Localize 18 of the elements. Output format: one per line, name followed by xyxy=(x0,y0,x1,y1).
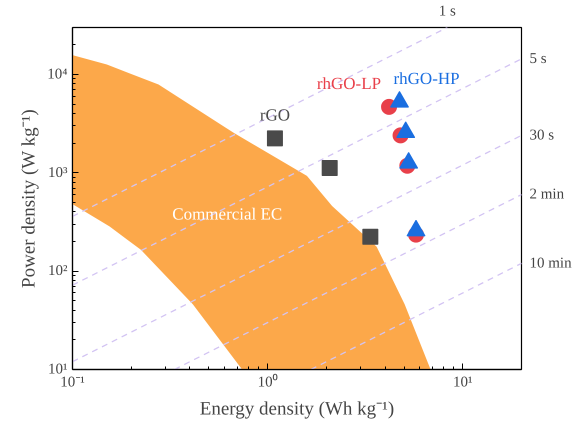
text: 1 s xyxy=(438,4,456,20)
text: 2 min xyxy=(530,186,565,203)
series-label: Commercial EC xyxy=(172,204,282,224)
text: 5 s xyxy=(530,50,547,67)
x-axis-title: Energy density (Wh kg⁻¹) xyxy=(200,398,394,420)
text: 10 min xyxy=(530,255,572,272)
x-tick-label: 10⁰ xyxy=(258,374,278,390)
y-axis-title: Power density (W kg⁻¹) xyxy=(18,109,40,288)
x-tick-label: 10⁻¹ xyxy=(60,374,85,390)
series-label: rhGO-HP xyxy=(393,68,460,88)
series-label: rGO xyxy=(260,105,290,124)
y-tick-label: 10¹ xyxy=(48,362,68,378)
text: 30 s xyxy=(530,127,554,144)
series-label: rhGO-LP xyxy=(316,74,382,93)
y-tick-label: 10³ xyxy=(48,164,68,181)
x-tick-label: 10¹ xyxy=(453,374,473,390)
y-tick-label: 10² xyxy=(48,263,68,280)
y-tick-label: 10⁴ xyxy=(47,66,68,82)
